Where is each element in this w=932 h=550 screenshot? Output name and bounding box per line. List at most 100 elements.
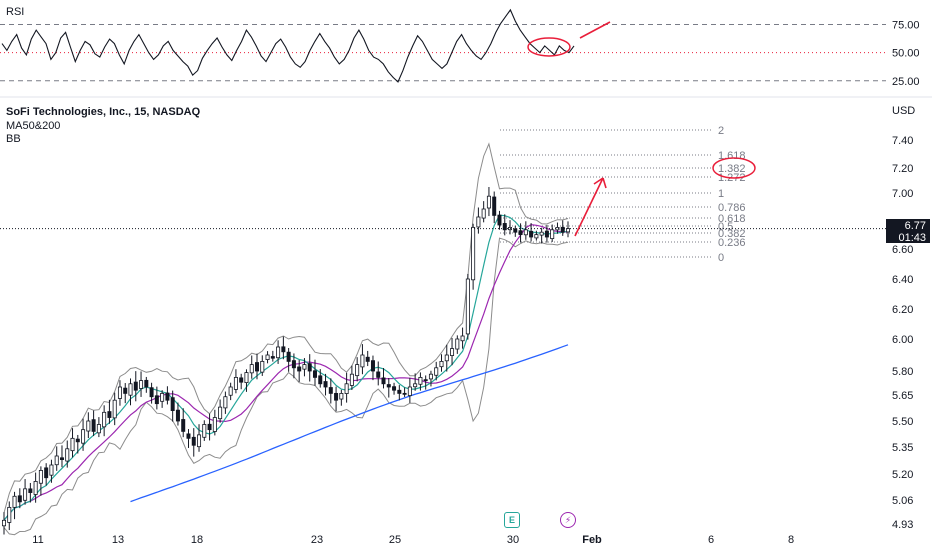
fibonacci-retracement[interactable]: 21.6181.3821.27210.7860.6180.50.3820.236… xyxy=(500,125,746,264)
price-tick-label: 6.20 xyxy=(892,304,913,316)
candle-body xyxy=(197,434,202,448)
candle-body xyxy=(233,376,238,390)
price-tick-label: 5.06 xyxy=(892,495,913,507)
candle-body xyxy=(513,228,518,233)
candle-body xyxy=(312,370,317,378)
candle-body xyxy=(428,373,433,380)
time-tick-label: 8 xyxy=(788,534,794,546)
time-tick-label: 11 xyxy=(32,534,43,546)
symbol-title[interactable]: SoFi Technologies, Inc., 15, NASDAQ xyxy=(6,106,201,118)
candle-body xyxy=(218,406,223,420)
fib-level-label: 0.5 xyxy=(718,221,733,233)
price-axis[interactable]: 7.40 7.20 7.00 6.60 6.40 6.20 6.00 5.80 5.65 5.50… xyxy=(892,135,913,531)
fib-level-label: 1.382 xyxy=(718,163,746,175)
candle-body xyxy=(497,214,502,226)
candle-body xyxy=(81,429,86,444)
dividend-event-icon[interactable]: ⚡ xyxy=(560,512,576,528)
last-price-tag: 6.77 01:43 xyxy=(886,219,930,244)
price-tick-label: 6.40 xyxy=(892,274,913,286)
candle-body xyxy=(139,380,144,389)
candle-body xyxy=(49,464,54,476)
price-tick-label: 5.50 xyxy=(892,416,913,428)
candle-body xyxy=(523,229,528,236)
candle-body xyxy=(376,371,381,378)
candle-body xyxy=(123,387,128,394)
candle-body xyxy=(544,230,549,238)
candle-body xyxy=(102,411,107,428)
candle-body xyxy=(28,488,33,493)
rsi-pane: 75.00 50.00 25.00 xyxy=(0,8,920,88)
candle-body xyxy=(334,392,339,401)
candle-body xyxy=(471,226,476,281)
annotation-circle-fib xyxy=(712,157,756,179)
candle-body xyxy=(502,223,507,231)
annotations[interactable] xyxy=(527,21,756,237)
candle-body xyxy=(149,387,154,398)
candle-body xyxy=(349,373,354,386)
candle-body xyxy=(128,383,133,396)
main-pane: 21.6181.3821.27210.7860.6180.50.3820.236… xyxy=(0,21,913,546)
time-axis[interactable]: 11 13 18 23 25 30 Feb 6 8 xyxy=(32,534,794,546)
candle-body xyxy=(355,364,360,377)
candle-body xyxy=(70,437,75,452)
currency-label: USD xyxy=(892,105,916,117)
ma-50-line xyxy=(3,223,569,521)
candle-body xyxy=(339,392,344,400)
candle-body xyxy=(423,379,428,382)
candle-body xyxy=(207,423,212,431)
candle-body xyxy=(191,436,196,446)
indicator-bb-legend[interactable]: BB xyxy=(6,133,21,145)
candle-body xyxy=(281,346,286,353)
candle-body xyxy=(186,433,191,439)
time-tick-label: 23 xyxy=(311,534,323,546)
candle-body xyxy=(181,419,186,432)
candle-body xyxy=(239,377,244,383)
candle-body xyxy=(481,208,486,219)
price-tick-label: 6.60 xyxy=(892,244,913,256)
candle-body xyxy=(44,467,49,479)
time-tick-label: 18 xyxy=(191,534,203,546)
candle-body xyxy=(439,360,444,368)
bar-countdown: 01:43 xyxy=(898,232,926,244)
candle-body xyxy=(460,335,465,342)
candle-body xyxy=(534,234,539,239)
earnings-event-icon[interactable]: E xyxy=(504,512,520,528)
price-tick-label: 6.00 xyxy=(892,334,913,346)
fib-level-label: 0 xyxy=(718,252,724,264)
candle-body xyxy=(65,448,70,462)
annotation-circle-rsi xyxy=(527,37,571,57)
fib-level-label: 0.618 xyxy=(718,213,746,225)
candle-body xyxy=(75,438,80,443)
candle-body xyxy=(486,195,491,209)
candle-body xyxy=(175,409,180,422)
candle-body xyxy=(418,376,423,385)
candle-body xyxy=(223,396,228,409)
candle-body xyxy=(59,457,64,460)
candlestick-series xyxy=(2,186,571,535)
candle-body xyxy=(107,411,112,418)
candle-body xyxy=(492,196,497,216)
fib-level-label: 0.236 xyxy=(718,237,746,249)
candle-body xyxy=(265,354,270,360)
rsi-label[interactable]: RSI xyxy=(6,6,25,18)
candle-body xyxy=(550,229,555,240)
candle-body xyxy=(291,360,296,369)
candle-body xyxy=(539,231,544,236)
candle-body xyxy=(328,387,333,394)
candle-body xyxy=(465,278,470,335)
candle-body xyxy=(38,469,43,484)
candle-body xyxy=(455,338,460,350)
candle-body xyxy=(86,420,91,432)
price-tick-label: 7.40 xyxy=(892,135,913,147)
rsi-line xyxy=(1,8,575,83)
candle-body xyxy=(154,395,159,405)
price-tick-label: 5.35 xyxy=(892,442,913,454)
time-tick-label: 6 xyxy=(708,534,714,546)
candle-body xyxy=(165,392,170,401)
candle-body xyxy=(360,354,365,368)
candle-body xyxy=(133,381,138,391)
candle-body xyxy=(54,455,59,466)
indicator-ma-legend[interactable]: MA50&200 xyxy=(6,120,61,132)
candle-body xyxy=(297,366,302,372)
